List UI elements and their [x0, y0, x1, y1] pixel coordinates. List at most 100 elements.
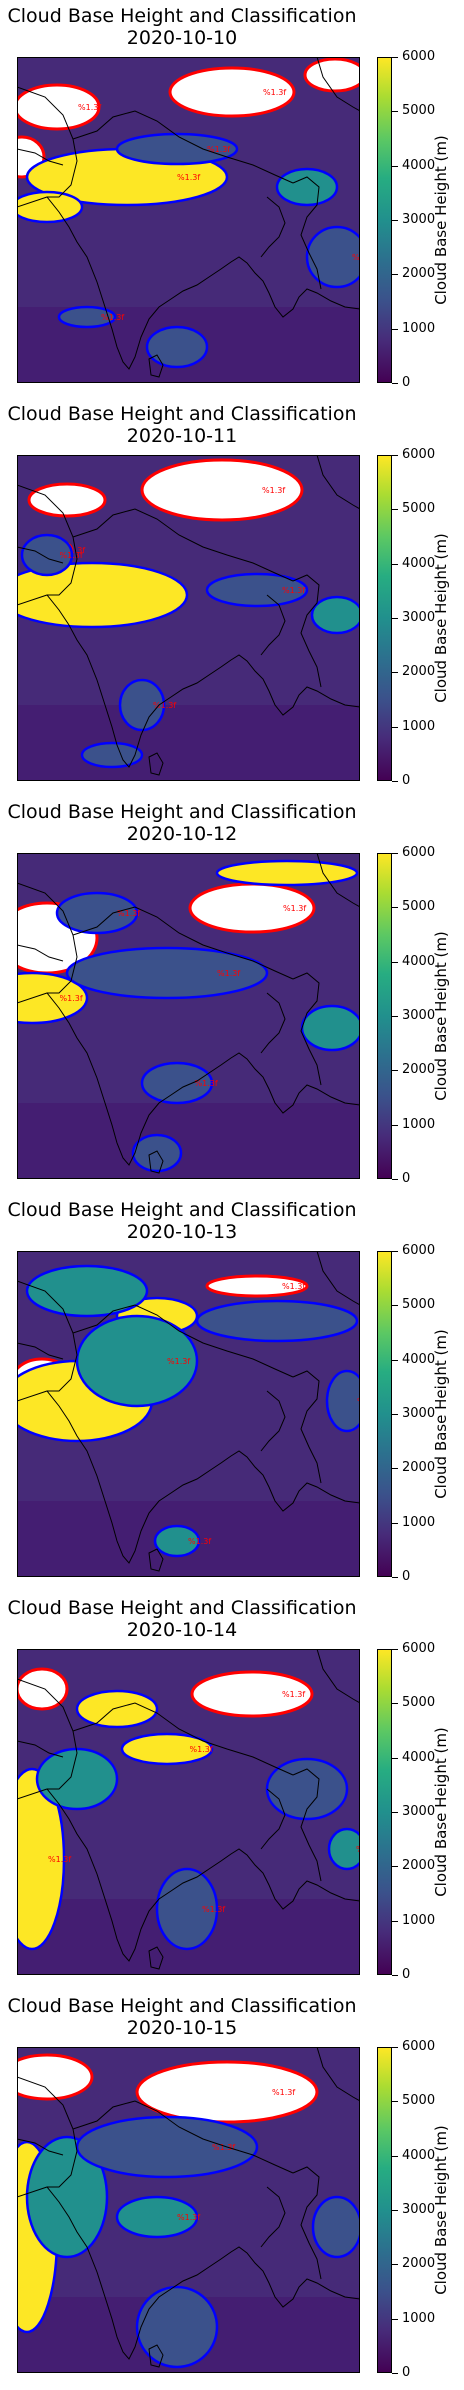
colorbar-tick-label: 1000: [402, 1913, 436, 1928]
colorbar-label: Cloud Base Height (m): [432, 931, 450, 1101]
colorbar-tick: [392, 2156, 398, 2157]
colorbar-tick-label: 3000: [402, 1008, 436, 1023]
panel-2020-10-12: Cloud Base Height and Classification 2020…: [0, 796, 464, 1194]
border: [292, 2166, 322, 2280]
island-outline: [148, 1150, 164, 1174]
no-data-region: [17, 2053, 94, 2101]
colorbar-tick: [392, 1523, 398, 1524]
border: [292, 972, 322, 1086]
border: [17, 944, 64, 962]
border: [17, 1740, 64, 1758]
cloud-base-region: [325, 1369, 360, 1433]
colorbar-tick: [392, 672, 398, 673]
colorbar-tick-label: 6000: [402, 1243, 436, 1258]
cloud-base-region: [80, 741, 144, 769]
colorbar-tick-label: 5000: [402, 2093, 436, 2108]
colorbar-tick: [392, 274, 398, 275]
no-data-region: [140, 458, 304, 522]
colorbar-label: Cloud Base Height (m): [432, 533, 450, 703]
cloud-base-region: [20, 533, 74, 577]
panel-title: Cloud Base Height and Classification: [7, 403, 357, 425]
border: [17, 546, 64, 564]
colorbar-tick-label: 4000: [402, 1352, 436, 1367]
border: [260, 1788, 286, 1850]
map-plot: %1.3f%1.3f%1.3f%1.3f%1.3f: [17, 1251, 360, 1577]
colorbar-tick: [392, 111, 398, 112]
colorbar-tick: [392, 1866, 398, 1867]
colorbar-tick-label: 3000: [402, 1804, 436, 1819]
colorbar-tick-label: 5000: [402, 501, 436, 516]
contour-label: %1.3f: [283, 904, 306, 913]
colorbar-tick: [392, 618, 398, 619]
colorbar-label: Cloud Base Height (m): [432, 135, 450, 305]
cloud-base-region: [115, 2195, 199, 2239]
cloud-base-region: [135, 2285, 219, 2369]
no-data-region: [135, 2060, 319, 2124]
border: [17, 882, 78, 994]
colorbar-tick: [392, 1649, 398, 1650]
panel-date: 2020-10-15: [126, 2017, 238, 2039]
border: [72, 906, 294, 980]
colorbar-tick-label: 2000: [402, 266, 436, 281]
border: [72, 2100, 294, 2174]
no-data-region: [168, 66, 296, 118]
border: [72, 1304, 294, 1378]
high-cloud-base-region: [75, 1689, 159, 1729]
no-data-region: [303, 57, 360, 93]
contour-label: %1.3f: [101, 313, 124, 322]
colorbar-tick-label: 6000: [402, 2039, 436, 2054]
panel-title: Cloud Base Height and Classification: [7, 5, 357, 27]
colorbar-tick-label: 4000: [402, 954, 436, 969]
colorbar: [377, 2047, 392, 2373]
map-frame: [17, 2047, 360, 2373]
colorbar: [377, 57, 392, 383]
colorbar-tick: [392, 1468, 398, 1469]
colorbar: [377, 853, 392, 1179]
contour-label: %1.3f: [177, 2213, 200, 2222]
colorbar-tick-label: 0: [402, 1171, 411, 1186]
colorbar-tick-label: 2000: [402, 664, 436, 679]
cloud-base-region: [153, 1524, 201, 1558]
contour-label: %1.3f: [282, 586, 305, 595]
contour-label: %1.3f: [263, 88, 286, 97]
colorbar-tick-label: 0: [402, 375, 411, 390]
panel-title: Cloud Base Height and Classification: [7, 1995, 357, 2017]
panel-title: Cloud Base Height and Classification: [7, 1199, 357, 1221]
colorbar: [377, 1251, 392, 1577]
colorbar-tick: [392, 781, 398, 782]
border: [316, 2047, 360, 2102]
contour-label: %1.3f: [62, 546, 85, 555]
colorbar-tick-label: 1000: [402, 719, 436, 734]
high-cloud-base-region: [17, 971, 89, 1025]
colorbar-tick-label: 6000: [402, 447, 436, 462]
colorbar-label: Cloud Base Height (m): [432, 1329, 450, 1499]
panel-2020-10-11: Cloud Base Height and Classification 2020…: [0, 398, 464, 796]
colorbar-tick: [392, 2101, 398, 2102]
contour-label: %1.3f: [202, 1905, 225, 1914]
cloud-base-region: [75, 2115, 259, 2179]
colorbar-label: Cloud Base Height (m): [432, 1727, 450, 1897]
colorbar-tick: [392, 1812, 398, 1813]
colorbar-tick-label: 4000: [402, 556, 436, 571]
cloud-base-region: [145, 325, 209, 369]
colorbar-tick: [392, 2264, 398, 2265]
colorbar-tick: [392, 853, 398, 854]
cloud-base-region: [55, 891, 139, 935]
cloud-base-region: [131, 1133, 183, 1173]
coastline: [17, 992, 360, 1166]
no-data-region: [17, 83, 101, 131]
island-outline: [148, 1946, 164, 1970]
panel-date: 2020-10-13: [126, 1221, 238, 1243]
cloud-base-region: [118, 678, 166, 732]
border: [316, 853, 360, 908]
panel-date: 2020-10-11: [126, 425, 238, 447]
high-cloud-base-region: [215, 859, 359, 887]
map-frame: [17, 1251, 360, 1577]
cloud-base-region: [155, 1867, 219, 1951]
border: [72, 1702, 294, 1776]
border: [17, 2138, 64, 2156]
panel-2020-10-10: Cloud Base Height and Classification 2020…: [0, 0, 464, 398]
contour-label: %1.3f: [117, 909, 140, 918]
map-plot: %1.3f%1.3f%1.3f%1.3f%1.3f: [17, 1649, 360, 1975]
contour-label: %1.3f: [153, 701, 176, 710]
